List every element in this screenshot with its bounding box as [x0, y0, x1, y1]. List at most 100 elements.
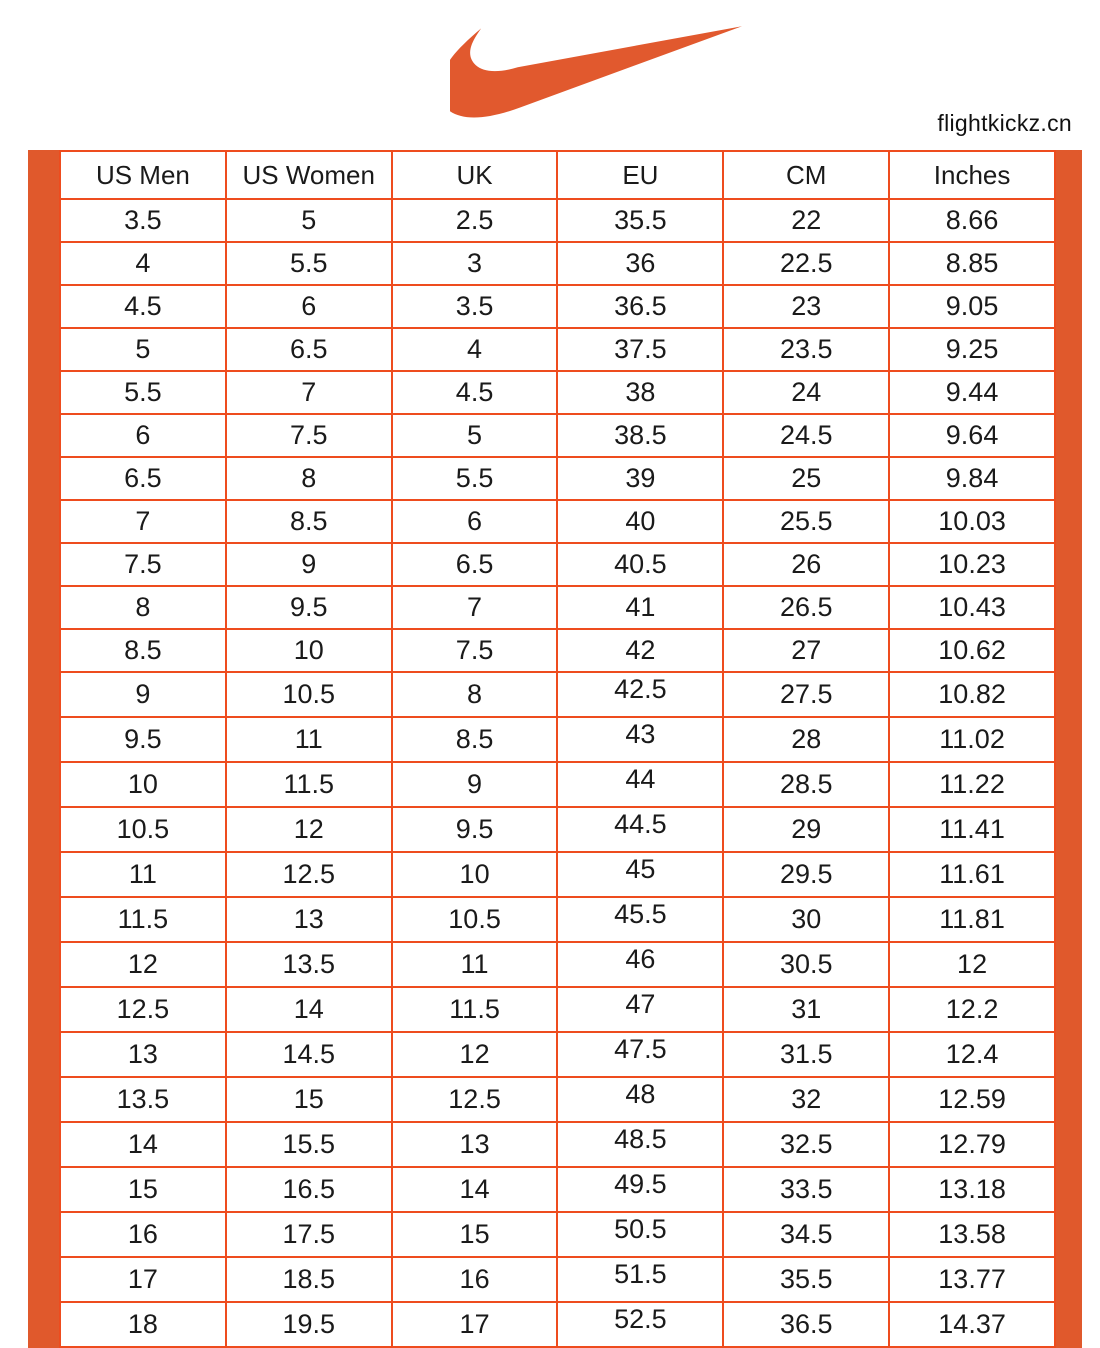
size-cell: 13 [224, 896, 393, 943]
size-cell: 13.18 [888, 1166, 1056, 1213]
size-cell: 16 [390, 1256, 559, 1303]
table-row: 12.5 14 11.5 47 31 12.2 [59, 986, 1056, 1033]
size-cell: 28.5 [722, 761, 891, 808]
size-cell: 17.5 [224, 1211, 393, 1258]
right-accent-bar [1056, 150, 1082, 1348]
column-header: US Women [224, 150, 393, 200]
watermark-text: flightkickz.cn [937, 110, 1072, 136]
size-cell: 27 [722, 628, 891, 673]
size-cell: 10 [224, 628, 393, 673]
size-cell: 10.23 [888, 542, 1056, 587]
table-row: 3.5 5 2.5 35.5 22 8.66 [59, 198, 1056, 243]
size-cell: 9.05 [888, 284, 1056, 329]
size-cell: 17 [59, 1256, 227, 1303]
size-cell: 7.5 [224, 413, 393, 458]
size-cell: 10.82 [888, 671, 1056, 718]
size-cell: 18 [59, 1301, 227, 1348]
size-cell: 9.64 [888, 413, 1056, 458]
table-row: 5 6.5 4 37.5 23.5 9.25 [59, 327, 1056, 372]
size-cell: 11 [59, 851, 227, 898]
table-row: 11 12.5 10 45 29.5 11.61 [59, 851, 1056, 898]
size-cell: 29 [722, 806, 891, 853]
size-cell: 13 [390, 1121, 559, 1168]
table-row: 13.5 15 12.5 48 32 12.59 [59, 1076, 1056, 1123]
column-header: CM [722, 150, 891, 200]
size-cell: 33.5 [722, 1166, 891, 1213]
size-cell: 12 [390, 1031, 559, 1078]
size-cell: 9.5 [390, 806, 559, 853]
size-cell: 10 [59, 761, 227, 808]
size-cell: 4.5 [390, 370, 559, 415]
size-cell: 12 [224, 806, 393, 853]
size-cell: 50.5 [556, 1211, 725, 1258]
size-cell: 11 [224, 716, 393, 763]
size-cell: 11.81 [888, 896, 1056, 943]
size-cell: 36.5 [722, 1301, 891, 1348]
size-cell: 15 [390, 1211, 559, 1258]
size-cell: 35.5 [556, 198, 725, 243]
size-cell: 7.5 [390, 628, 559, 673]
table-row: 8.5 10 7.5 42 27 10.62 [59, 628, 1056, 673]
table-row: 11.5 13 10.5 45.5 30 11.81 [59, 896, 1056, 943]
size-cell: 9 [224, 542, 393, 587]
size-cell: 7.5 [59, 542, 227, 587]
size-cell: 17 [390, 1301, 559, 1348]
size-cell: 12.2 [888, 986, 1056, 1033]
size-cell: 36.5 [556, 284, 725, 329]
table-row: 4 5.5 3 36 22.5 8.85 [59, 241, 1056, 286]
size-cell: 6.5 [390, 542, 559, 587]
table-row: 15 16.5 14 49.5 33.5 13.18 [59, 1166, 1056, 1213]
size-cell: 6 [59, 413, 227, 458]
left-accent-bar [28, 150, 59, 1348]
table-row: 17 18.5 16 51.5 35.5 13.77 [59, 1256, 1056, 1303]
size-cell: 4 [390, 327, 559, 372]
size-cell: 38.5 [556, 413, 725, 458]
size-cell: 6 [390, 499, 559, 544]
size-cell: 13 [59, 1031, 227, 1078]
size-cell: 11.02 [888, 716, 1056, 763]
size-cell: 30 [722, 896, 891, 943]
table-row: 5.5 7 4.5 38 24 9.44 [59, 370, 1056, 415]
size-cell: 11.5 [390, 986, 559, 1033]
size-cell: 51.5 [556, 1256, 725, 1303]
size-cell: 13.5 [59, 1076, 227, 1123]
size-cell: 37.5 [556, 327, 725, 372]
size-cell: 29.5 [722, 851, 891, 898]
column-header: Inches [888, 150, 1056, 200]
size-cell: 25.5 [722, 499, 891, 544]
size-cell: 10.62 [888, 628, 1056, 673]
size-cell: 42.5 [556, 671, 725, 718]
size-cell: 11.61 [888, 851, 1056, 898]
size-cell: 5 [59, 327, 227, 372]
size-cell: 11.5 [224, 761, 393, 808]
size-cell: 34.5 [722, 1211, 891, 1258]
size-conversion-table: US Men US Women UK EU CM Inches 3.5 5 2.5 35.5 22… [59, 150, 1056, 1348]
size-cell: 8.5 [59, 628, 227, 673]
size-cell: 7 [59, 499, 227, 544]
size-cell: 40.5 [556, 542, 725, 587]
table-row: 6.5 8 5.5 39 25 9.84 [59, 456, 1056, 501]
table-row: 14 15.5 13 48.5 32.5 12.79 [59, 1121, 1056, 1168]
size-cell: 8.66 [888, 198, 1056, 243]
size-cell: 16.5 [224, 1166, 393, 1213]
table-row: 6 7.5 5 38.5 24.5 9.64 [59, 413, 1056, 458]
size-cell: 46 [556, 941, 725, 988]
table-row: 9 10.5 8 42.5 27.5 10.82 [59, 671, 1056, 718]
size-cell: 30.5 [722, 941, 891, 988]
size-cell: 44 [556, 761, 725, 808]
size-cell: 38 [556, 370, 725, 415]
column-header: US Men [59, 150, 227, 200]
size-cell: 42 [556, 628, 725, 673]
size-cell: 26.5 [722, 585, 891, 630]
size-cell: 31.5 [722, 1031, 891, 1078]
table-row: 7 8.5 6 40 25.5 10.03 [59, 499, 1056, 544]
table-row: 9.5 11 8.5 43 28 11.02 [59, 716, 1056, 763]
size-cell: 45 [556, 851, 725, 898]
size-cell: 31 [722, 986, 891, 1033]
size-cell: 10 [390, 851, 559, 898]
size-cell: 7 [390, 585, 559, 630]
size-cell: 12.59 [888, 1076, 1056, 1123]
size-cell: 22 [722, 198, 891, 243]
size-cell: 13.77 [888, 1256, 1056, 1303]
size-cell: 12.5 [224, 851, 393, 898]
